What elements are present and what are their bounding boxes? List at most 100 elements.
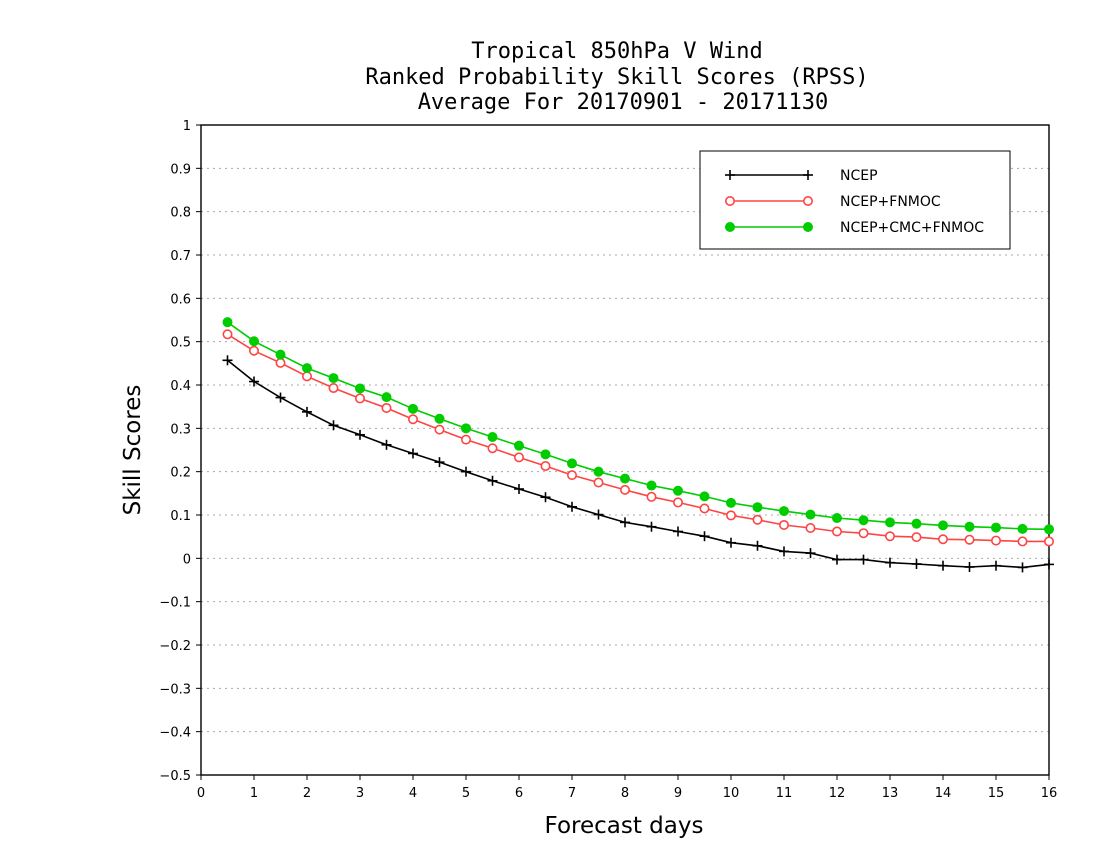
data-point-2-26	[911, 518, 922, 529]
data-point-1-30	[1017, 536, 1028, 547]
data-point-1-25	[884, 531, 895, 542]
data-point-2-27	[938, 520, 948, 531]
legend-label-2: NCEP+CMC+FNMOC	[840, 220, 984, 236]
data-point-2-25	[885, 517, 895, 528]
legend-label-1: NCEP+FNMOC	[840, 194, 941, 210]
data-point-1-10	[487, 443, 498, 454]
data-point-0-11	[514, 484, 524, 494]
data-point-2-20	[752, 502, 763, 513]
legend-marker-end-1	[802, 196, 813, 207]
data-point-1-24	[858, 528, 869, 539]
data-point-1-14	[593, 477, 604, 488]
data-point-1-15	[619, 484, 630, 495]
legend-item-0: NCEP	[725, 168, 878, 184]
data-point-0-31	[1044, 559, 1054, 570]
legend-item-1: NCEP+FNMOC	[724, 194, 941, 210]
data-point-1-6	[381, 402, 392, 413]
data-point-0-19	[726, 537, 736, 548]
data-point-0-4	[328, 420, 339, 431]
data-point-0-7	[408, 448, 418, 459]
y-tick-label-15: 1	[183, 119, 191, 134]
data-point-0-0	[222, 355, 233, 366]
data-point-0-27	[938, 560, 948, 571]
legend-marker-start-1	[724, 196, 735, 207]
data-point-2-19	[726, 497, 736, 508]
y-tick-label-2: −0.3	[159, 682, 191, 697]
grid-lines	[201, 167, 1049, 733]
data-point-2-6	[381, 392, 392, 403]
legend-label-0: NCEP	[840, 168, 878, 184]
chart-title: Tropical 850hPa V Wind Ranked Probabilit…	[365, 39, 868, 115]
y-tick-label-10: 0.5	[170, 336, 191, 351]
data-point-2-30	[1017, 523, 1028, 534]
y-tick-label-14: 0.9	[170, 162, 191, 177]
y-tick-label-12: 0.7	[170, 249, 191, 264]
data-point-2-17	[673, 485, 683, 496]
data-point-0-16	[646, 521, 657, 532]
data-point-2-15	[620, 473, 630, 484]
data-point-1-8	[434, 424, 445, 435]
x-tick-label-7: 7	[568, 786, 576, 801]
data-point-0-17	[673, 526, 683, 537]
data-point-1-2	[275, 357, 286, 368]
y-tick-label-5: 0	[183, 552, 191, 567]
data-point-0-28	[964, 562, 975, 572]
chart-title-line-2: Ranked Probability Skill Scores (RPSS)	[365, 65, 868, 90]
series-line-2	[227, 321, 1050, 531]
data-point-1-19	[725, 510, 736, 521]
data-point-2-3	[302, 363, 312, 374]
legend-marker-start-0	[725, 170, 735, 180]
data-point-1-3	[301, 371, 312, 382]
x-tick-label-1: 1	[250, 786, 258, 801]
data-point-1-31	[1044, 536, 1055, 547]
data-point-2-29	[991, 522, 1001, 533]
data-point-0-5	[355, 429, 365, 440]
data-point-1-28	[964, 534, 975, 545]
legend-marker-end-0	[803, 170, 813, 180]
data-point-2-1	[249, 336, 259, 347]
data-point-2-9	[461, 423, 471, 434]
axes: −0.5 −0.4 −0.3 −0.2 −0.1 0 0.1 0.2 0.3 0.4 0.5 0.6 0…	[159, 119, 1057, 801]
data-point-0-2	[275, 392, 286, 403]
data-point-1-4	[328, 383, 339, 394]
x-tick-label-8: 8	[621, 786, 629, 801]
data-point-0-23	[832, 554, 842, 565]
data-point-0-26	[911, 558, 922, 569]
x-tick-label-11: 11	[776, 786, 793, 801]
y-tick-label-11: 0.6	[170, 292, 191, 307]
x-tick-label-6: 6	[515, 786, 523, 801]
data-point-2-24	[858, 515, 869, 526]
data-point-1-1	[249, 345, 260, 356]
legend-marker-end-2	[803, 222, 813, 232]
data-point-0-30	[1017, 562, 1028, 573]
data-point-2-14	[593, 466, 604, 477]
x-tick-label-10: 10	[723, 786, 740, 801]
data-point-0-22	[805, 548, 816, 559]
data-point-2-28	[964, 521, 975, 532]
data-point-2-12	[540, 449, 551, 460]
x-tick-label-3: 3	[356, 786, 364, 801]
data-point-1-7	[407, 414, 418, 425]
data-point-1-11	[513, 452, 524, 463]
series-0	[222, 355, 1054, 573]
data-point-2-23	[832, 513, 842, 524]
x-tick-label-5: 5	[462, 786, 470, 801]
y-tick-label-4: −0.1	[159, 596, 191, 611]
data-point-1-17	[672, 497, 683, 508]
data-point-1-22	[805, 522, 816, 533]
data-point-1-0	[222, 329, 233, 340]
y-tick-label-6: 0.1	[170, 509, 191, 524]
data-point-2-11	[514, 440, 524, 451]
data-point-2-4	[328, 373, 339, 384]
data-point-0-15	[620, 517, 630, 528]
data-point-0-29	[991, 560, 1001, 571]
data-point-1-16	[646, 491, 657, 502]
data-point-0-1	[249, 376, 259, 387]
data-point-1-9	[460, 434, 471, 445]
x-tick-label-2: 2	[303, 786, 311, 801]
data-point-0-20	[752, 540, 763, 551]
y-tick-label-0: −0.5	[159, 769, 191, 784]
data-point-1-5	[354, 393, 365, 404]
data-point-1-18	[699, 503, 710, 514]
